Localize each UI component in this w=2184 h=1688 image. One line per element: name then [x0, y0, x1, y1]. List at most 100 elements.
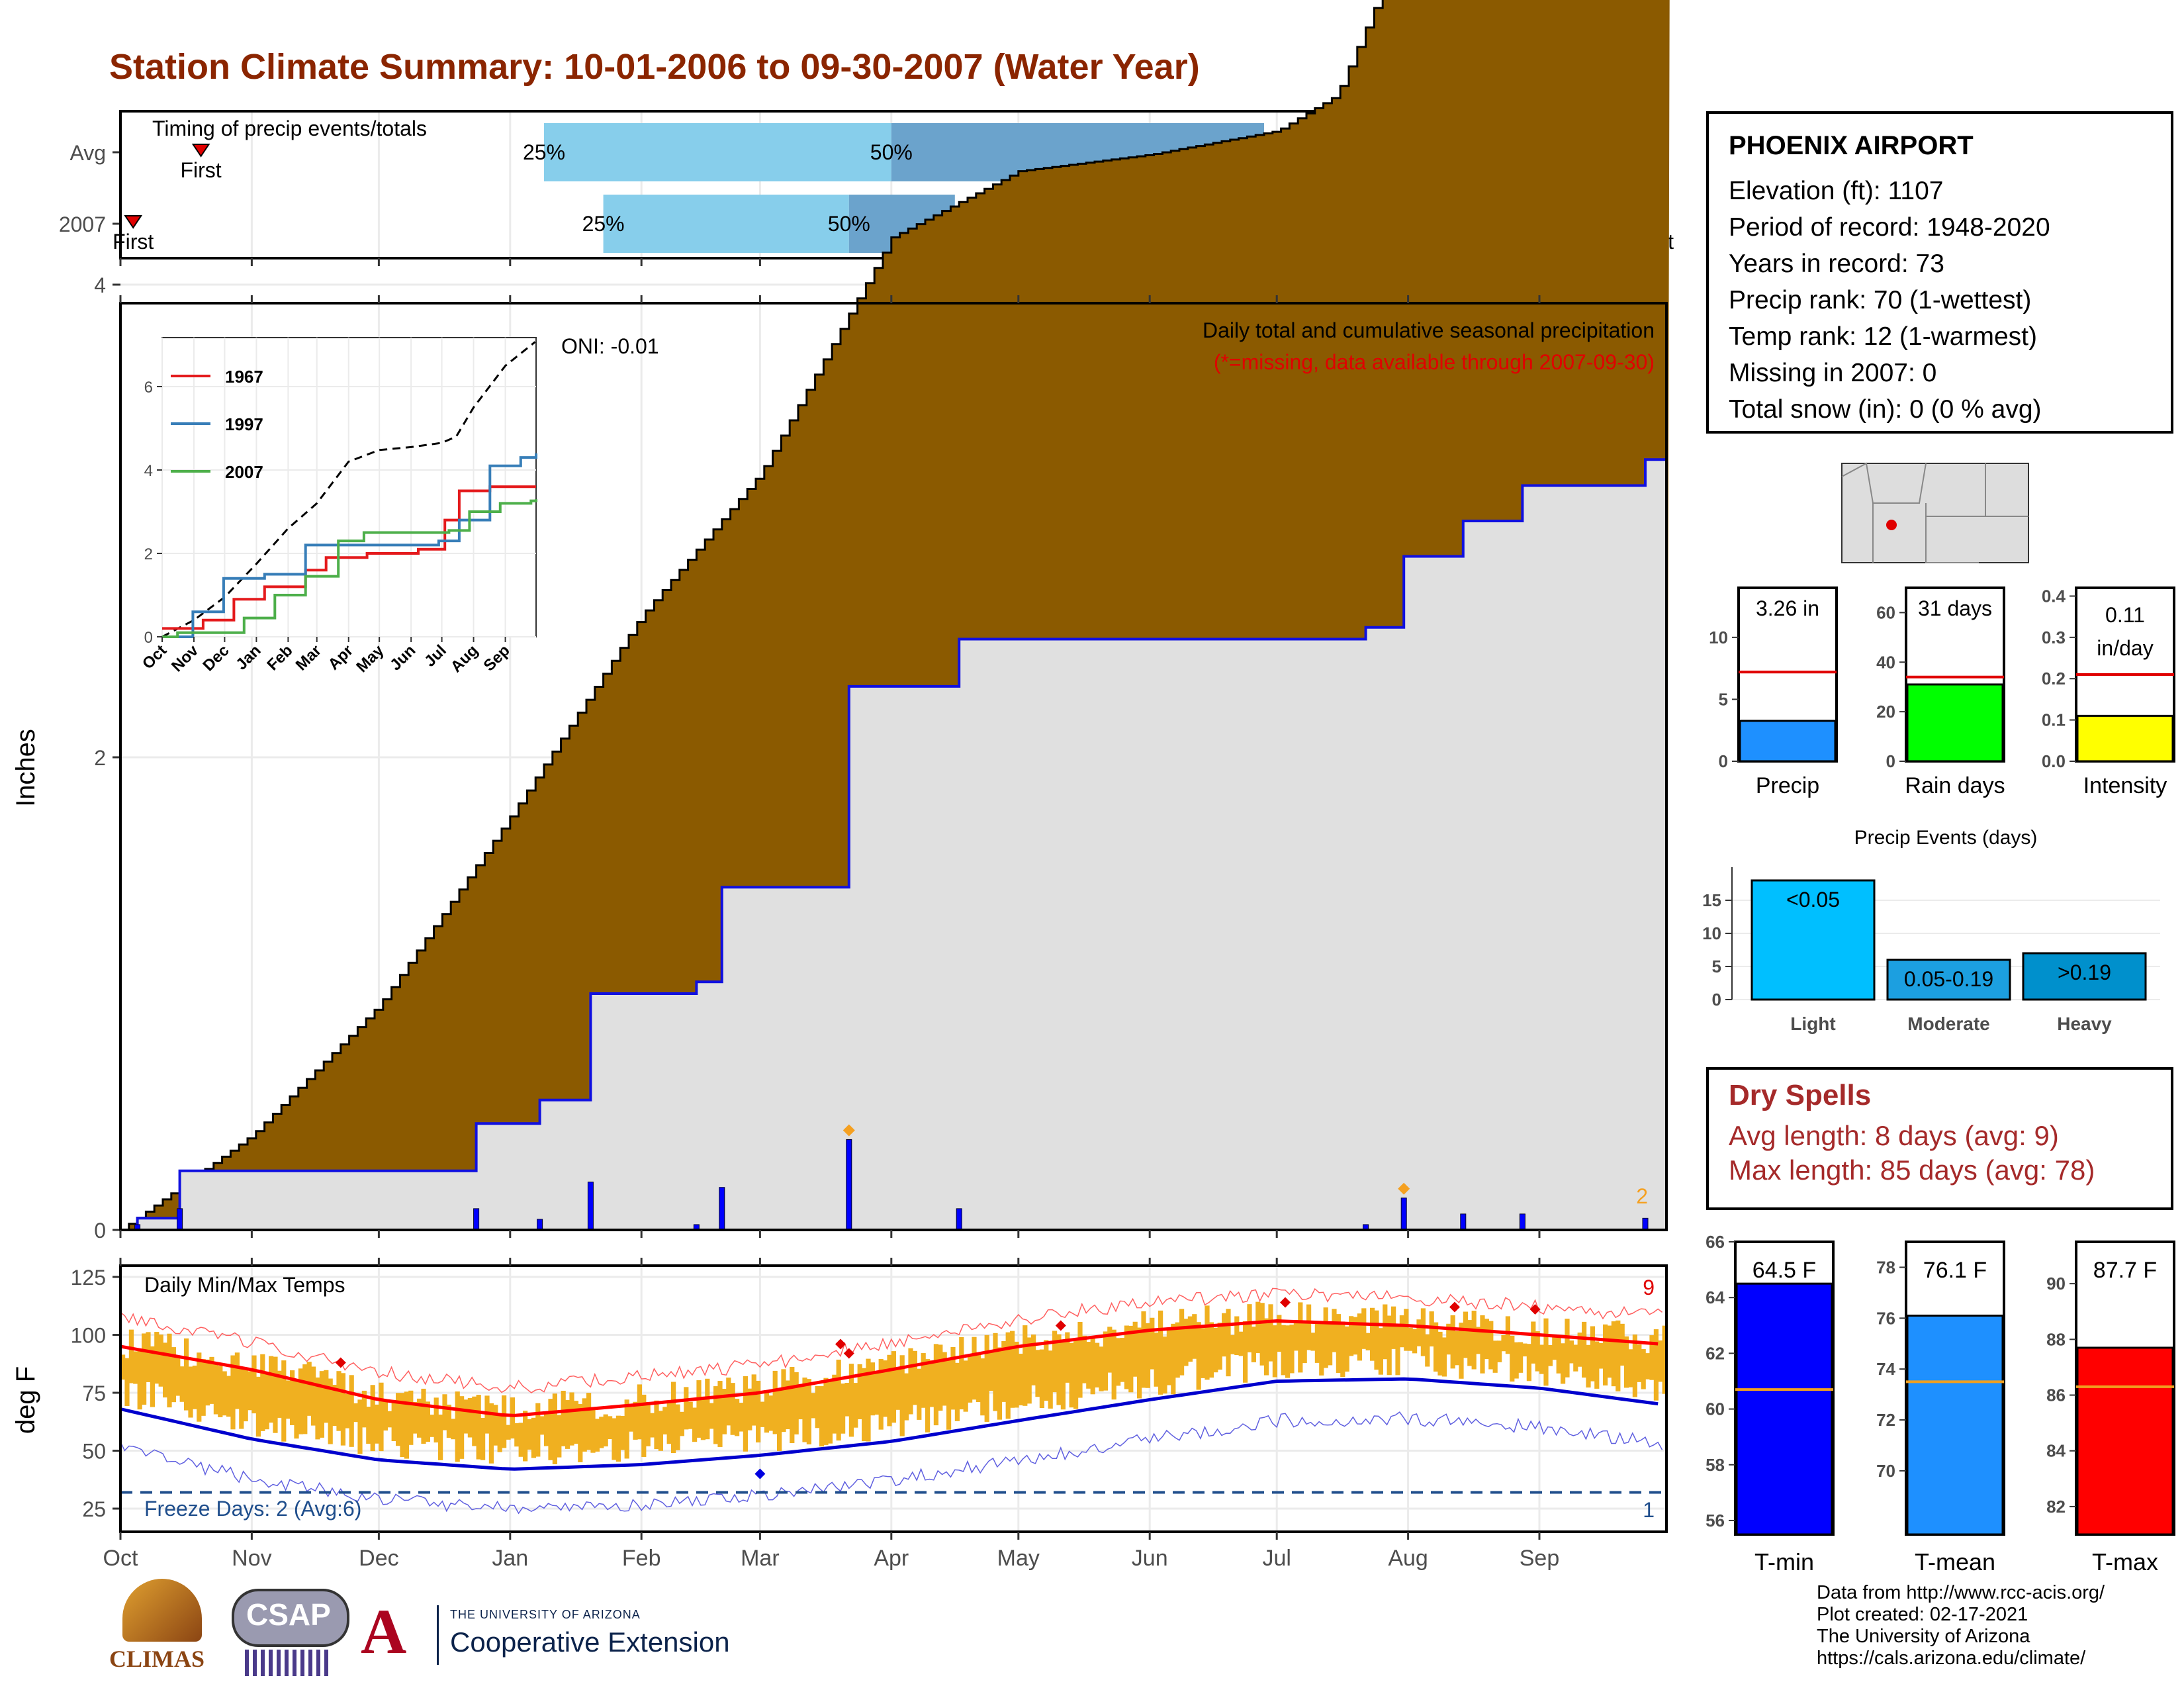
daily-temp-range-bar: [836, 1359, 841, 1441]
daily-temp-range-bar: [357, 1399, 363, 1454]
daily-temp-range-bar: [904, 1373, 909, 1421]
daily-temp-range-bar: [726, 1378, 731, 1426]
daily-temp-range-bar: [976, 1352, 981, 1403]
first-event-marker: [191, 144, 210, 158]
month-label: Jan: [492, 1546, 528, 1571]
daily-temp-range-bar: [1522, 1343, 1527, 1357]
daily-temp-range-bar: [192, 1366, 197, 1409]
daily-temp-range-bar: [887, 1354, 892, 1427]
daily-temp-range-bar: [497, 1413, 502, 1452]
daily-temp-range-bar: [1497, 1340, 1502, 1362]
credit-line: Data from http://www.rcc-acis.org/: [1817, 1582, 2105, 1603]
daily-temp-range-bar: [421, 1388, 426, 1444]
temp-bar-tick-label: 90: [2046, 1274, 2066, 1293]
daily-temp-range-bar: [785, 1380, 790, 1430]
events-title: Precip Events (days): [1854, 827, 2038, 849]
daily-temp-range-bar: [1124, 1325, 1129, 1389]
daily-temp-range-bar: [798, 1385, 803, 1420]
daily-temp-range-bar: [1543, 1318, 1549, 1386]
daily-temp-range-bar: [1192, 1314, 1197, 1359]
daily-temp-range-bar: [946, 1358, 952, 1430]
daily-temp-range-bar: [438, 1414, 443, 1460]
daily-temp-range-bar: [705, 1378, 710, 1440]
daily-temp-range-bar: [1510, 1335, 1515, 1382]
daily-temp-range-bar: [302, 1364, 308, 1434]
climas-logo-text: CLIMAS: [109, 1646, 205, 1672]
daily-temp-range-bar: [760, 1401, 765, 1427]
daily-temp-range-bar: [1243, 1321, 1248, 1383]
daily-temp-range-bar: [768, 1395, 774, 1431]
daily-temp-range-bar: [171, 1347, 176, 1403]
daily-temp-range-bar: [218, 1366, 223, 1417]
daily-temp-range-bar: [1141, 1311, 1146, 1388]
daily-temp-range-bar: [1234, 1316, 1240, 1356]
daily-temp-range-bar: [747, 1388, 752, 1430]
daily-temp-range-bar: [713, 1386, 719, 1444]
daily-temp-range-bar: [942, 1352, 947, 1406]
timing-p25-label: 25%: [582, 212, 625, 236]
csap-logo-text: CSAP: [246, 1597, 331, 1632]
daily-temp-range-bar: [1268, 1304, 1273, 1362]
daily-temp-range-bar: [641, 1394, 647, 1457]
daily-temp-range-bar: [972, 1336, 977, 1400]
station-info-line: Total snow (in): 0 (0 % avg): [1729, 395, 2042, 424]
daily-temp-range-bar: [1259, 1303, 1265, 1366]
daily-temp-range-bar: [277, 1370, 282, 1418]
daily-temp-range-bar: [315, 1377, 320, 1440]
daily-temp-range-bar: [150, 1346, 155, 1407]
inset-y-tick-label: 2: [144, 545, 153, 563]
mini-bar-tick-label: 0.1: [2042, 710, 2066, 730]
csap-graph-icon: [245, 1650, 331, 1676]
mini-bar-tick-label: 40: [1876, 652, 1895, 672]
daily-temp-range-bar: [417, 1398, 422, 1438]
daily-temp-range-bar: [1162, 1336, 1167, 1394]
daily-temp-range-bar: [1471, 1311, 1477, 1370]
mini-bar-label: Precip: [1756, 773, 1819, 798]
daily-temp-range-bar: [1039, 1349, 1044, 1408]
temp-bar-tick-label: 82: [2046, 1497, 2066, 1517]
daily-temp-range-bar: [1632, 1335, 1637, 1397]
daily-temp-range-bar: [1412, 1329, 1418, 1354]
daily-temp-range-bar: [255, 1376, 261, 1437]
daily-temp-range-bar: [1539, 1344, 1545, 1374]
daily-temp-range-bar: [1501, 1335, 1506, 1352]
station-info-line: Years in record: 73: [1729, 250, 1944, 278]
daily-temp-range-bar: [184, 1338, 189, 1411]
daily-temp-range-bar: [1150, 1317, 1155, 1370]
daily-temp-range-bar: [866, 1358, 871, 1442]
precip-note-missing: (*=missing, data available through 2007-…: [1214, 350, 1655, 374]
daily-temp-range-bar: [472, 1396, 477, 1446]
daily-temp-range-bar: [1526, 1344, 1531, 1382]
temp-bar-label: T-mean: [1915, 1548, 1995, 1575]
temp-bar-value-label: 76.1 F: [1923, 1258, 1987, 1283]
daily-temp-range-bar: [633, 1401, 638, 1440]
mini-bar-tick-label: 0.4: [2042, 586, 2066, 606]
daily-temp-range-bar: [548, 1399, 553, 1460]
ua-divider: [437, 1605, 439, 1665]
daily-temp-range-bar: [1086, 1342, 1091, 1389]
station-info-line: Precip rank: 70 (1-wettest): [1729, 286, 2032, 314]
daily-temp-range-bar: [1387, 1315, 1392, 1376]
temp-bar-tick-label: 84: [2046, 1441, 2066, 1461]
daily-temp-range-bar: [938, 1344, 943, 1411]
daily-temp-range-bar: [535, 1403, 541, 1457]
daily-temp-range-bar: [1565, 1319, 1570, 1378]
daily-temp-range-bar: [1154, 1333, 1159, 1387]
record-low-count: 1: [1643, 1498, 1655, 1522]
events-bar: [2022, 952, 2147, 1001]
daily-temp-range-bar: [1374, 1310, 1379, 1370]
max-event-marker: [1398, 1182, 1410, 1195]
daily-temp-range-bar: [1628, 1349, 1633, 1387]
daily-temp-range-bar: [1619, 1323, 1625, 1366]
inset-analog-line: [162, 453, 537, 638]
events-tick-label: 0: [1712, 990, 1721, 1009]
avg-max-temp-line: [120, 1319, 1659, 1417]
daily-temp-range-bar: [451, 1419, 456, 1440]
daily-temp-range-bar: [1383, 1304, 1388, 1360]
daily-temp-range-bar: [586, 1393, 592, 1450]
record-high-marker: [1055, 1320, 1066, 1331]
events-bar-label: >0.19: [2058, 961, 2111, 984]
temp-bar-tick-label: 56: [1706, 1511, 1725, 1530]
daily-temp-range-bar: [1332, 1309, 1337, 1352]
first-event-label: First: [113, 230, 154, 254]
